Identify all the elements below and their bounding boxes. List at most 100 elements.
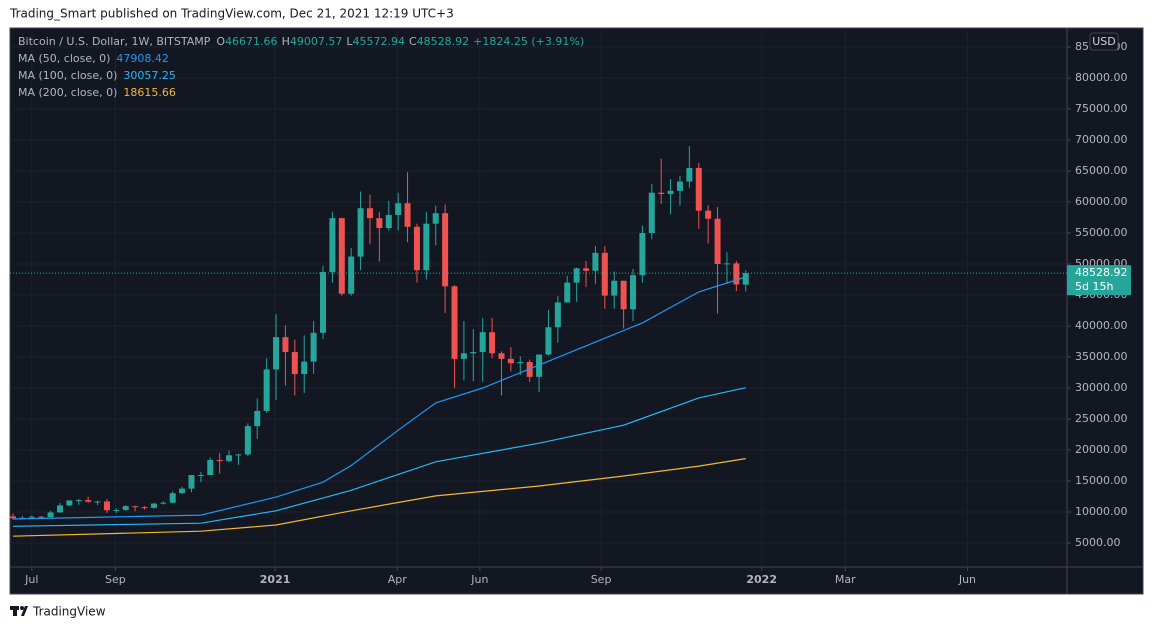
ohlc-value: 48528.92 xyxy=(417,35,470,48)
x-tick-label: Jun xyxy=(470,573,488,586)
ma-line xyxy=(12,276,746,520)
logo-dot xyxy=(20,606,24,610)
candle-body xyxy=(460,353,467,359)
candle-body xyxy=(470,352,477,354)
candle-body xyxy=(404,203,411,227)
footer-brand: TradingView xyxy=(32,605,106,619)
candle-body xyxy=(723,263,730,265)
x-tick-label: Sep xyxy=(105,573,126,586)
y-tick-label: 55000.00 xyxy=(1075,226,1128,239)
currency-label: USD xyxy=(1092,35,1116,48)
x-tick-label: Mar xyxy=(835,573,856,586)
candle-body xyxy=(94,501,101,503)
candle-body xyxy=(28,516,35,518)
y-tick-label: 80000.00 xyxy=(1075,71,1128,84)
y-tick-label: 30000.00 xyxy=(1075,381,1128,394)
ma-value: 18615.66 xyxy=(123,86,176,99)
ma-name: MA (100, close, 0) xyxy=(18,69,117,82)
x-tick-label: Jun xyxy=(958,573,976,586)
candle-body xyxy=(320,272,327,333)
candle-body xyxy=(498,353,505,359)
candle-body xyxy=(10,516,17,519)
candle-body xyxy=(376,218,383,229)
logo-stem xyxy=(13,606,17,616)
candle-body xyxy=(282,337,289,353)
candle-body xyxy=(291,352,298,375)
candle-body xyxy=(479,332,486,353)
candle-body xyxy=(451,286,458,359)
candle-body xyxy=(103,501,110,511)
candle-body xyxy=(122,506,129,510)
candle-body xyxy=(188,475,195,489)
axes: 5000.00 10000.00 15000.00 20000.00 25000.00 3… xyxy=(24,32,1131,586)
candle-body xyxy=(630,275,637,310)
x-tick-label: Jul xyxy=(24,573,38,586)
candle-body xyxy=(432,213,439,224)
logo-slash xyxy=(21,606,28,616)
y-tick-label: 70000.00 xyxy=(1075,133,1128,146)
candle-body xyxy=(263,369,270,411)
candle-body xyxy=(348,256,355,294)
ohlc-value: 45572.94 xyxy=(352,35,405,48)
candle-body xyxy=(695,167,702,211)
x-tick-label: 2022 xyxy=(746,573,777,586)
candle-body xyxy=(160,502,167,504)
candle-body xyxy=(583,268,590,271)
y-tick-label: 20000.00 xyxy=(1075,443,1128,456)
candle-body xyxy=(113,509,120,511)
last-price-badge xyxy=(1067,265,1131,296)
x-tick-label: 2021 xyxy=(260,573,291,586)
ma-legend: MA (100, close, 0) 30057.25 xyxy=(18,69,176,82)
candle-body xyxy=(357,208,364,257)
plot xyxy=(10,146,1067,537)
candle-body xyxy=(226,455,233,462)
y-tick-label: 40000.00 xyxy=(1075,319,1128,332)
ohlc-label: L xyxy=(346,35,353,48)
candle-body xyxy=(197,474,204,476)
y-tick-label: 5000.00 xyxy=(1075,536,1121,549)
candle-body xyxy=(442,213,449,287)
candle-body xyxy=(413,226,420,271)
y-tick-label: 75000.00 xyxy=(1075,102,1128,115)
candle-body xyxy=(714,218,721,265)
ma-name: MA (200, close, 0) xyxy=(18,86,117,99)
currency-badge xyxy=(1089,32,1119,51)
candle-body xyxy=(545,327,552,355)
candle-body xyxy=(573,268,580,283)
candle-body xyxy=(141,507,148,509)
candle-body xyxy=(216,459,223,462)
candle-body xyxy=(310,332,317,362)
ma-legend: MA (50, close, 0) 47908.42 xyxy=(18,52,169,65)
candle-body xyxy=(564,282,571,303)
candle-body xyxy=(385,215,392,229)
candle-body xyxy=(395,203,402,216)
ohlc-label: O xyxy=(216,35,225,48)
candle-body xyxy=(66,500,73,506)
candle-body xyxy=(423,223,430,271)
candle-body xyxy=(56,505,63,513)
chart-panel xyxy=(9,27,1144,595)
symbol-title: Bitcoin / U.S. Dollar, 1W, BITSTAMP xyxy=(18,35,211,48)
candle-body xyxy=(132,506,139,508)
legend: Bitcoin / U.S. Dollar, 1W, BITSTAMP O4667… xyxy=(18,35,584,99)
x-tick-label: Apr xyxy=(388,573,408,586)
candle-body xyxy=(742,273,749,285)
candle-body xyxy=(554,302,561,328)
candle-body xyxy=(75,500,82,502)
candle-body xyxy=(38,516,45,518)
candle-body xyxy=(489,332,496,354)
candle-body xyxy=(686,167,693,182)
candle-body xyxy=(254,410,261,427)
y-tick-label: 15000.00 xyxy=(1075,474,1128,487)
candle-body xyxy=(366,208,373,219)
candle-body xyxy=(611,280,618,296)
candle-body xyxy=(648,192,655,234)
ohlc-value: 46671.66 xyxy=(225,35,278,48)
y-tick-label: 65000.00 xyxy=(1075,164,1128,177)
last-price-label: 48528.92 xyxy=(1075,266,1128,279)
ma-value: 47908.42 xyxy=(116,52,169,65)
ma-value: 30057.25 xyxy=(123,69,176,82)
footer-logo: TradingView xyxy=(10,605,106,619)
